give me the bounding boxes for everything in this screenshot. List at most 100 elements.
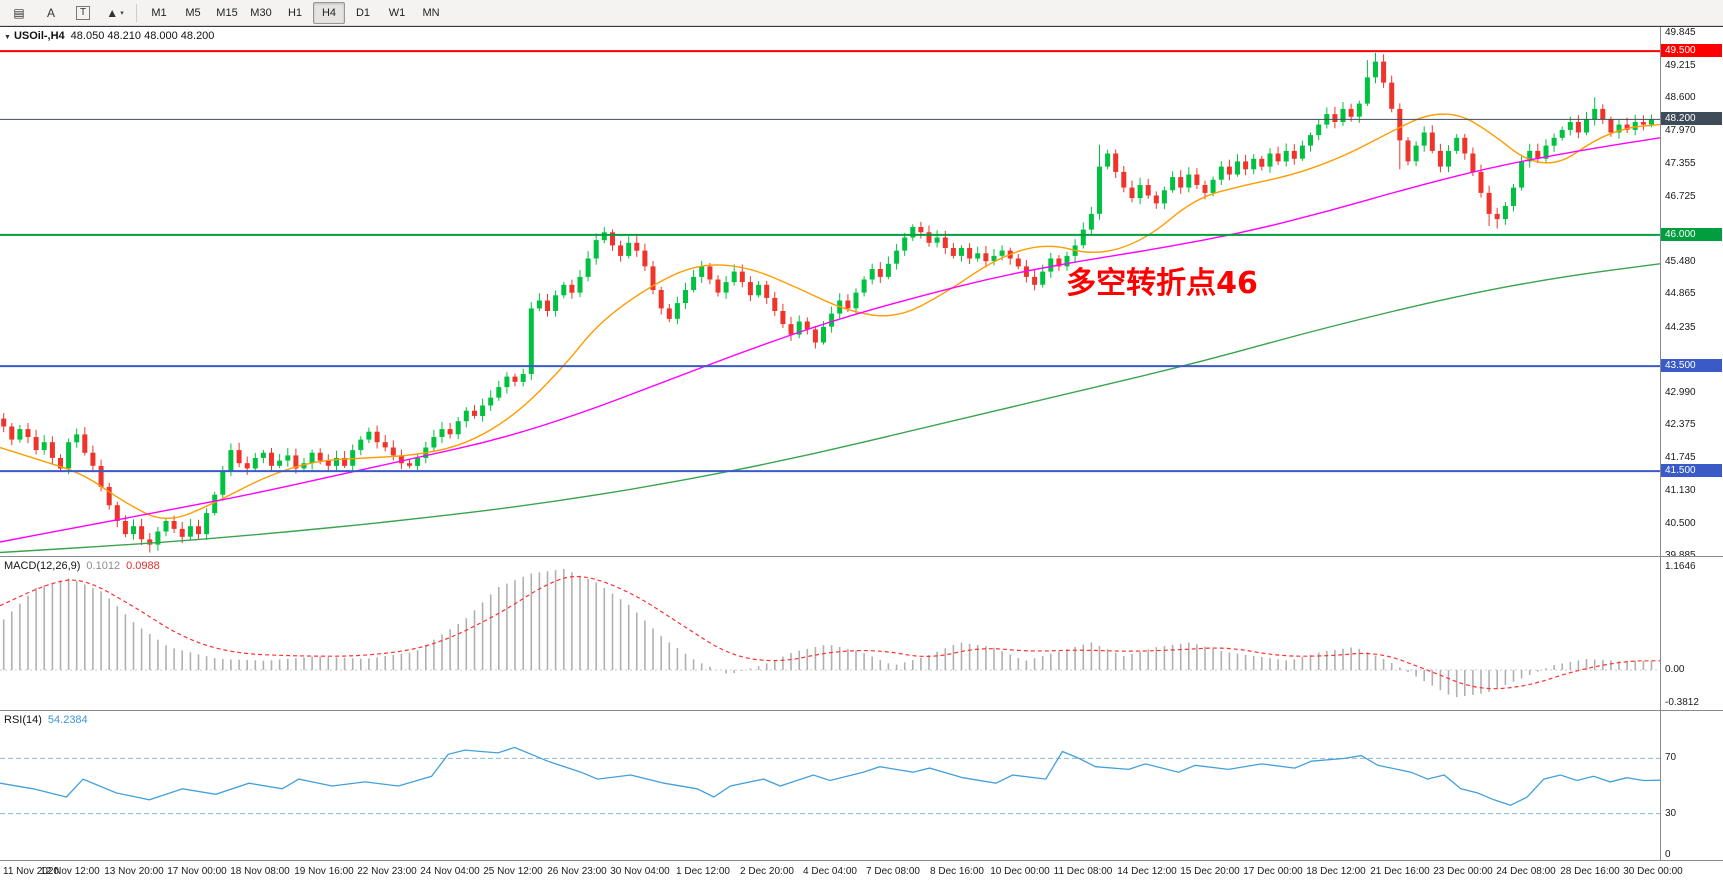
time-axis-label: 14 Dec 12:00 — [1117, 866, 1177, 877]
price-axis-badge-48.200: 48.200 — [1661, 112, 1722, 126]
macd-signal-value: 0.0988 — [126, 560, 160, 572]
text-label-tool-icon: T — [75, 5, 91, 20]
toolbar: ▤ A T ▲ ▾ M1 M5 M15 M30 H1 H4 D1 W1 MN — [0, 0, 1723, 26]
price-axis-label: 46.725 — [1665, 190, 1696, 202]
time-axis-label: 26 Nov 23:00 — [547, 866, 607, 877]
price-axis-label: 41.130 — [1665, 484, 1696, 496]
macd-axis-zero-label: 0.00 — [1665, 663, 1685, 675]
ohlc-readout: 48.050 48.210 48.000 48.200 — [70, 30, 215, 42]
timeframe-h4-button[interactable]: H4 — [313, 1, 345, 24]
time-axis-label: 17 Nov 00:00 — [167, 866, 227, 877]
tool-arrows-tool-button[interactable]: ▲ ▾ — [100, 2, 130, 24]
ma-slow-line — [0, 263, 1660, 554]
time-axis-label: 28 Dec 16:00 — [1560, 866, 1620, 877]
timeframe-group: M1 M5 M15 M30 H1 H4 D1 W1 MN — [143, 1, 449, 24]
ma-mid-line — [0, 137, 1660, 543]
time-axis-label: 24 Dec 08:00 — [1496, 866, 1556, 877]
toolbar-separator — [136, 3, 137, 22]
chart-annotation-text: 多空转折点46 — [1066, 266, 1258, 301]
price-axis-label: 49.845 — [1665, 27, 1696, 39]
tool-text-tool-button[interactable]: A — [36, 2, 66, 24]
time-axis-label: 18 Nov 08:00 — [230, 866, 290, 877]
rsi-pane: 70 30 0 RSI(14) 54.2384 — [0, 710, 1723, 860]
timeframe-mn-button[interactable]: MN — [422, 6, 440, 19]
rsi-value: 54.2384 — [47, 714, 88, 726]
timeframe-m1-button[interactable]: M1 — [151, 6, 167, 19]
macd-axis-max-label: 1.1646 — [1665, 561, 1696, 572]
price-axis-label: 44.865 — [1665, 288, 1696, 300]
price-axis-label: 48.600 — [1665, 92, 1696, 104]
time-axis-label: 7 Dec 08:00 — [866, 866, 920, 877]
price-axis-badge-41.500: 41.500 — [1661, 464, 1722, 478]
macd-axis-min-label: -0.3812 — [1665, 697, 1699, 708]
time-axis-label: 15 Dec 20:00 — [1180, 866, 1240, 877]
time-axis-label: 10 Dec 00:00 — [990, 866, 1050, 877]
symbol-timeframe-label: USOil-,H4 — [13, 30, 65, 42]
time-axis-label: 2 Dec 20:00 — [740, 866, 794, 877]
price-axis-badge-49.500: 49.500 — [1661, 44, 1722, 58]
chevron-down-icon: ▾ — [120, 9, 124, 17]
time-axis-label: 1 Dec 12:00 — [676, 866, 730, 877]
macd-pane: 1.1646 0.00 -0.3812 MACD(12,26,9) 0.1012 0.0… — [0, 556, 1723, 710]
time-axis[interactable]: 11 Nov 2020 12 Nov 12:00 13 Nov 20:00 17 No… — [0, 860, 1723, 890]
rsi-axis: 70 30 0 — [1660, 711, 1723, 860]
candlestick-chart[interactable]: 多空转折点46 — [0, 27, 1660, 557]
macd-axis: 1.1646 0.00 -0.3812 — [1660, 557, 1723, 710]
rsi-axis-30-label: 30 — [1665, 807, 1677, 819]
price-axis-label: 47.970 — [1665, 125, 1696, 137]
tool-text-label-tool-button[interactable]: T — [68, 2, 98, 24]
price-axis-label: 47.355 — [1665, 157, 1696, 169]
chart-header: ▼ USOil-,H4 48.050 48.210 48.000 48.200 — [4, 30, 214, 42]
main-chart-pane: 多空转折点46 49.845 49.215 48.600 47.970 47.355 46… — [0, 26, 1723, 561]
rsi-axis-70-label: 70 — [1665, 752, 1677, 764]
time-axis-label: 30 Dec 00:00 — [1623, 866, 1683, 877]
price-axis-badge-46.000: 46.000 — [1661, 227, 1722, 241]
rsi-axis-0-label: 0 — [1665, 849, 1671, 860]
price-axis-label: 42.375 — [1665, 419, 1696, 431]
time-axis-label: 11 Nov 2020 — [3, 866, 59, 877]
macd-chart[interactable] — [0, 557, 1660, 711]
chart-list-icon: ▤ — [13, 5, 25, 20]
time-axis-label: 11 Dec 08:00 — [1053, 866, 1113, 877]
rsi-line — [0, 746, 1660, 807]
price-axis-label: 41.745 — [1665, 452, 1696, 464]
price-axis-label: 40.500 — [1665, 517, 1696, 529]
time-axis-label: 17 Dec 00:00 — [1243, 866, 1303, 877]
macd-signal-line — [0, 575, 1660, 690]
time-axis-label: 4 Dec 04:00 — [803, 866, 857, 877]
macd-main-value: 0.1012 — [86, 560, 121, 572]
timeframe-d1-button[interactable]: D1 — [355, 6, 371, 19]
timeframe-h1-button[interactable]: H1 — [287, 6, 303, 19]
collapse-icon[interactable]: ▼ — [4, 34, 11, 41]
time-axis-label: 25 Nov 12:00 — [483, 866, 543, 877]
macd-label: MACD(12,26,9) — [4, 560, 81, 572]
price-axis-label: 42.990 — [1665, 386, 1696, 398]
time-axis-label: 8 Dec 16:00 — [930, 866, 984, 877]
timeframe-m30-button[interactable]: M30 — [250, 6, 272, 19]
ma-fast-line — [0, 113, 1660, 520]
price-axis-label: 44.235 — [1665, 321, 1696, 333]
timeframe-m15-button[interactable]: M15 — [216, 6, 238, 19]
tool-chart-list-button[interactable]: ▤ — [4, 2, 34, 24]
time-axis-label: 12 Nov 12:00 — [40, 866, 100, 877]
macd-histogram — [2, 569, 1653, 698]
arrows-tool-icon: ▲ — [106, 5, 119, 20]
time-axis-label: 13 Nov 20:00 — [104, 866, 164, 877]
timeframe-m5-button[interactable]: M5 — [185, 6, 201, 19]
time-axis-label: 23 Dec 00:00 — [1433, 866, 1493, 877]
time-axis-label: 22 Nov 23:00 — [357, 866, 417, 877]
drawing-tools-group: ▤ A T ▲ ▾ — [4, 2, 130, 24]
time-axis-label: 18 Dec 12:00 — [1306, 866, 1366, 877]
price-axis-label: 49.215 — [1665, 60, 1696, 72]
timeframe-w1-button[interactable]: W1 — [388, 6, 406, 19]
rsi-label: RSI(14) — [4, 714, 42, 726]
price-axis-badge-43.500: 43.500 — [1661, 359, 1722, 373]
price-axis[interactable]: 49.845 49.215 48.600 47.970 47.355 46.725 45.4… — [1660, 27, 1723, 561]
rsi-chart[interactable] — [0, 711, 1660, 861]
price-axis-label: 45.480 — [1665, 256, 1696, 268]
time-axis-label: 30 Nov 04:00 — [610, 866, 670, 877]
time-axis-label: 21 Dec 16:00 — [1370, 866, 1430, 877]
time-axis-label: 24 Nov 04:00 — [420, 866, 480, 877]
rsi-header: RSI(14) 54.2384 — [4, 714, 88, 726]
